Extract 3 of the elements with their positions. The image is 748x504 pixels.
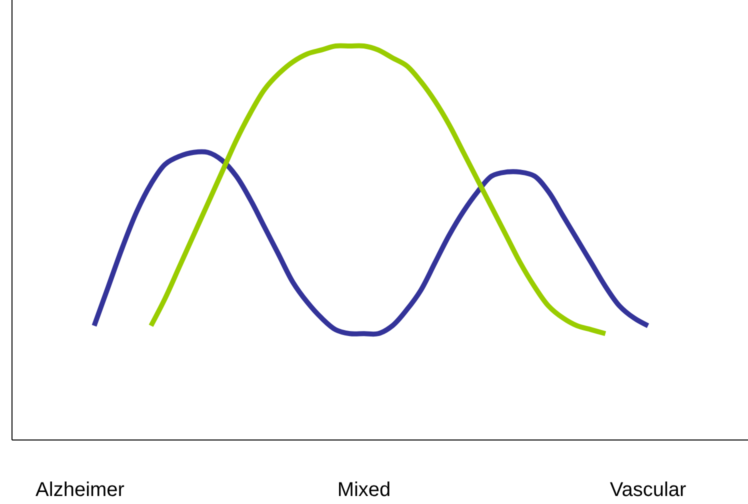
x-tick-label: Mixed [337, 479, 391, 502]
x-tick-label: Alzheimer [36, 479, 125, 502]
x-tick-label: Vascular [610, 479, 687, 502]
